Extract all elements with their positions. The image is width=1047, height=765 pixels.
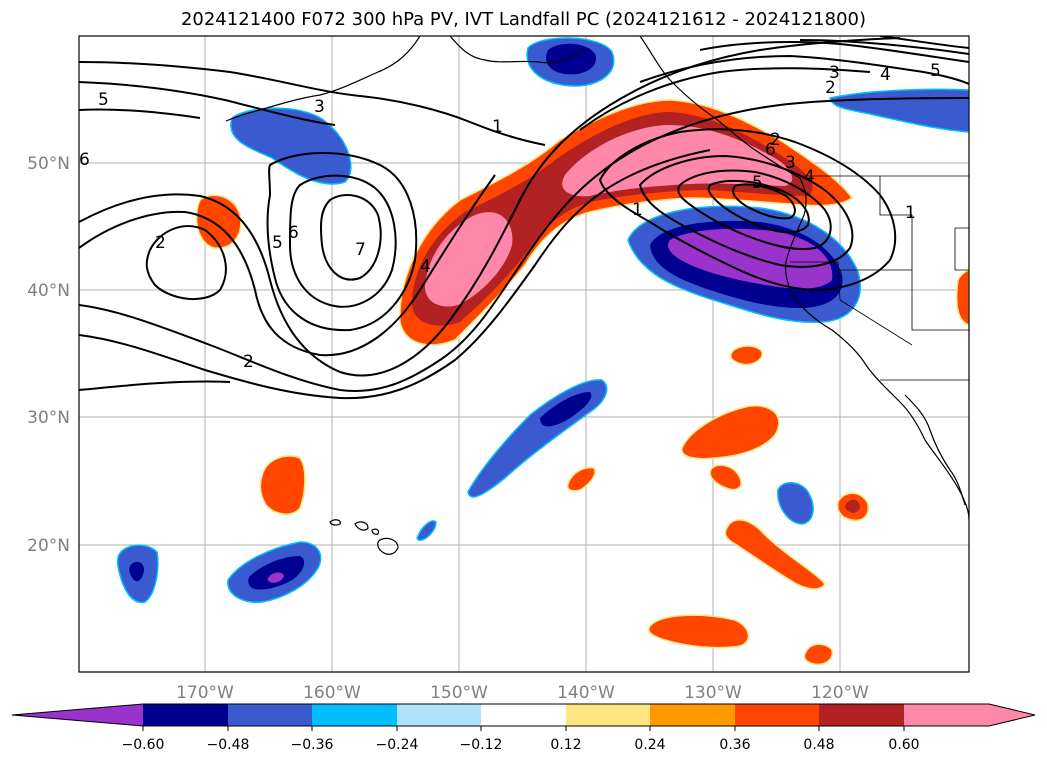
contour-label: 5 bbox=[930, 61, 941, 81]
contour-label: 4 bbox=[804, 167, 815, 187]
colorbar-segment bbox=[819, 704, 904, 726]
colorbar-tick-label: −0.36 bbox=[291, 737, 334, 753]
positive-anomaly-region bbox=[681, 405, 780, 460]
gridlines bbox=[79, 36, 969, 672]
colorbar-segment bbox=[904, 704, 989, 726]
contour-label: 1 bbox=[492, 117, 503, 137]
map-title: 2024121400 F072 300 hPa PV, IVT Landfall… bbox=[180, 9, 867, 30]
lon-label: 140°W bbox=[557, 683, 615, 703]
colorbar-tick-label: 0.48 bbox=[803, 737, 834, 753]
colorbar-tick-label: −0.48 bbox=[207, 737, 250, 753]
contour-label: 3 bbox=[314, 97, 325, 117]
latitude-labels: 50°N 40°N 30°N 20°N bbox=[27, 154, 70, 556]
colorbar-segment bbox=[650, 704, 735, 726]
positive-anomaly-region bbox=[709, 464, 742, 491]
longitude-labels: 170°W 160°W 150°W 140°W 130°W 120°W bbox=[176, 683, 869, 703]
negative-core-region bbox=[545, 43, 597, 75]
colorbar-tick-label: 0.24 bbox=[634, 737, 665, 753]
contour-label: 1 bbox=[632, 200, 643, 220]
lat-label: 20°N bbox=[27, 536, 70, 556]
lat-label: 30°N bbox=[27, 408, 70, 428]
positive-extreme-region bbox=[424, 212, 513, 307]
contour-label: 4 bbox=[880, 65, 891, 85]
colorbar-tick-label: −0.60 bbox=[122, 737, 165, 753]
lon-label: 170°W bbox=[176, 683, 234, 703]
colorbar-tick-label: −0.12 bbox=[460, 737, 503, 753]
contour-labels: 1 2 3 4 5 6 7 2 5 6 1 5 6 4 3 2 1 2 3 4 … bbox=[79, 61, 941, 372]
lon-label: 130°W bbox=[684, 683, 742, 703]
contour-label: 4 bbox=[420, 257, 431, 277]
coastlines bbox=[225, 36, 969, 555]
negative-anomaly-region bbox=[416, 520, 437, 541]
colorbar-segment bbox=[566, 704, 650, 726]
contour-label: 6 bbox=[79, 150, 90, 170]
colorbar-extend-high bbox=[989, 704, 1035, 726]
positive-extreme-region bbox=[562, 124, 793, 197]
lat-label: 40°N bbox=[27, 281, 70, 301]
contour-label: 5 bbox=[752, 173, 763, 193]
negative-core-region bbox=[540, 392, 592, 427]
colorbar-extend-low bbox=[12, 704, 143, 726]
lat-label: 50°N bbox=[27, 154, 70, 174]
contour-label: 6 bbox=[288, 223, 299, 243]
colorbar: −0.60 −0.48 −0.36 −0.24 −0.12 0.12 0.24 … bbox=[11, 703, 1036, 753]
negative-anomaly-region bbox=[777, 482, 814, 525]
colorbar-ticks bbox=[142, 726, 905, 731]
colorbar-segment bbox=[312, 704, 397, 726]
colorbar-tick-label: 0.36 bbox=[719, 737, 750, 753]
negative-core-region bbox=[129, 561, 144, 582]
colorbar-tick-label: −0.24 bbox=[376, 737, 419, 753]
negative-extreme-region bbox=[267, 572, 284, 583]
contour-label: 1 bbox=[905, 203, 916, 223]
colorbar-segment bbox=[735, 704, 819, 726]
political-borders bbox=[790, 175, 969, 381]
contour-label: 5 bbox=[98, 90, 109, 110]
colorbar-segment bbox=[397, 704, 481, 726]
contour-label: 2 bbox=[825, 78, 836, 98]
lon-label: 150°W bbox=[430, 683, 488, 703]
contour-label: 2 bbox=[770, 130, 781, 150]
colorbar-segment bbox=[481, 704, 566, 726]
lon-label: 120°W bbox=[811, 683, 869, 703]
contour-label: 5 bbox=[272, 233, 283, 253]
positive-anomaly-region bbox=[648, 614, 750, 649]
contour-label: 2 bbox=[155, 233, 166, 253]
pv-contours bbox=[79, 36, 969, 400]
positive-strong-region bbox=[845, 499, 860, 513]
map-background bbox=[79, 36, 969, 672]
contour-label: 3 bbox=[785, 153, 796, 173]
colorbar-tick-labels: −0.60 −0.48 −0.36 −0.24 −0.12 0.12 0.24 … bbox=[122, 737, 920, 753]
colorbar-tick-label: 0.12 bbox=[550, 737, 581, 753]
lon-label: 160°W bbox=[303, 683, 361, 703]
positive-anomaly-region bbox=[724, 519, 826, 590]
contour-label: 3 bbox=[829, 63, 840, 83]
positive-anomaly-region bbox=[566, 466, 596, 492]
contour-label: 6 bbox=[765, 140, 776, 160]
colorbar-segment bbox=[228, 704, 312, 726]
colorbar-tick-label: 0.60 bbox=[888, 737, 919, 753]
contour-label: 2 bbox=[243, 352, 254, 372]
negative-anomaly-region bbox=[230, 107, 352, 185]
positive-anomaly-region bbox=[730, 345, 763, 366]
positive-anomaly-region bbox=[803, 643, 833, 666]
contour-label: 7 bbox=[355, 240, 366, 260]
negative-extreme-region bbox=[667, 228, 833, 289]
map-frame bbox=[78, 35, 970, 673]
positive-anomaly-region bbox=[259, 455, 306, 515]
positive-anomaly-region bbox=[956, 269, 969, 326]
colorbar-segment bbox=[143, 704, 228, 726]
